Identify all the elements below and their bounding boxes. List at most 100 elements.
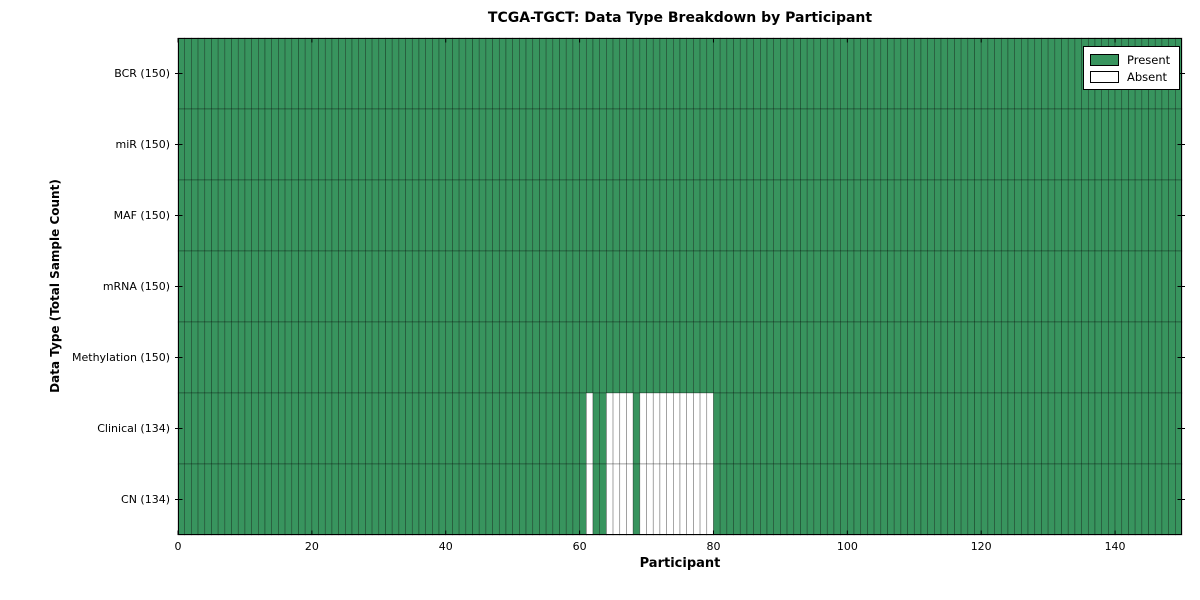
cell-present <box>264 108 273 181</box>
cell-present <box>472 179 480 252</box>
cell-present <box>224 179 232 252</box>
cell-present <box>472 463 480 536</box>
cell-present <box>840 392 848 465</box>
cell-present <box>1007 108 1015 181</box>
cell-present <box>318 37 326 110</box>
cell-absent <box>699 392 708 465</box>
cell-present <box>853 463 862 536</box>
cell-present <box>1021 321 1029 394</box>
cell-present <box>478 321 487 394</box>
cell-present <box>913 179 922 252</box>
cell-present <box>391 37 400 110</box>
y-axis-label: Data Type (Total Sample Count) <box>48 179 62 393</box>
cell-present <box>733 321 741 394</box>
cell-present <box>713 108 721 181</box>
cell-present <box>1148 108 1156 181</box>
cell-present <box>693 250 701 323</box>
cell-present <box>311 392 319 465</box>
cell-present <box>251 37 259 110</box>
cell-present <box>679 179 687 252</box>
cell-present <box>465 321 473 394</box>
cell-present <box>1061 250 1069 323</box>
cell-present <box>686 250 694 323</box>
cell-present <box>1034 392 1042 465</box>
cell-present <box>318 321 326 394</box>
cell-present <box>927 463 935 536</box>
cell-present <box>646 37 654 110</box>
cell-present <box>1168 250 1176 323</box>
cell-present <box>826 108 835 181</box>
cell-present <box>251 250 259 323</box>
cell-present <box>278 392 286 465</box>
cell-present <box>345 463 353 536</box>
cell-present <box>773 179 781 252</box>
cell-present <box>258 108 266 181</box>
heatmap-grid <box>175 37 1185 536</box>
cell-present <box>974 179 982 252</box>
cell-present <box>519 179 527 252</box>
cell-present <box>284 392 293 465</box>
cell-present <box>458 463 467 536</box>
cell-present <box>760 250 768 323</box>
cell-present <box>445 321 453 394</box>
cell-present <box>773 250 781 323</box>
cell-present <box>813 321 821 394</box>
cell-present <box>1101 321 1109 394</box>
cell-present <box>673 108 681 181</box>
cell-present <box>391 463 400 536</box>
cell-present <box>793 250 801 323</box>
cell-present <box>960 179 969 252</box>
cell-present <box>806 250 815 323</box>
cell-present <box>847 321 855 394</box>
cell-absent <box>706 463 714 536</box>
cell-present <box>338 250 346 323</box>
cell-present <box>258 463 266 536</box>
cell-present <box>1061 392 1069 465</box>
cell-present <box>512 463 520 536</box>
cell-present <box>498 250 507 323</box>
cell-present <box>967 250 975 323</box>
cell-present <box>552 179 560 252</box>
cell-present <box>773 321 781 394</box>
cell-present <box>1027 321 1036 394</box>
cell-present <box>258 37 266 110</box>
cell-present <box>264 321 273 394</box>
cell-present <box>284 108 293 181</box>
cell-present <box>934 108 942 181</box>
cell-present <box>1148 392 1156 465</box>
cell-present <box>432 108 440 181</box>
cell-present <box>626 108 634 181</box>
cell-present <box>940 463 949 536</box>
cell-present <box>900 250 908 323</box>
cell-present <box>719 37 728 110</box>
cell-present <box>331 108 339 181</box>
cell-present <box>760 463 768 536</box>
cell-present <box>599 108 607 181</box>
cell-present <box>191 179 199 252</box>
cell-present <box>304 108 313 181</box>
cell-present <box>231 108 239 181</box>
cell-present <box>1108 392 1116 465</box>
cell-present <box>980 37 989 110</box>
cell-absent <box>585 392 594 465</box>
cell-present <box>1087 179 1096 252</box>
cell-present <box>1014 463 1022 536</box>
cell-present <box>833 250 841 323</box>
cell-present <box>505 321 513 394</box>
cell-present <box>927 392 935 465</box>
cell-present <box>1061 179 1069 252</box>
cell-present <box>237 108 246 181</box>
cell-present <box>452 250 460 323</box>
cell-present <box>284 37 293 110</box>
cell-present <box>619 179 627 252</box>
cell-present <box>686 37 694 110</box>
cell-present <box>1047 321 1056 394</box>
cell-present <box>793 179 801 252</box>
cell-present <box>237 37 246 110</box>
cell-present <box>298 392 306 465</box>
cell-present <box>1000 37 1009 110</box>
cell-present <box>1000 463 1009 536</box>
cell-present <box>1027 37 1036 110</box>
cell-present <box>478 250 487 323</box>
cell-present <box>1074 108 1082 181</box>
